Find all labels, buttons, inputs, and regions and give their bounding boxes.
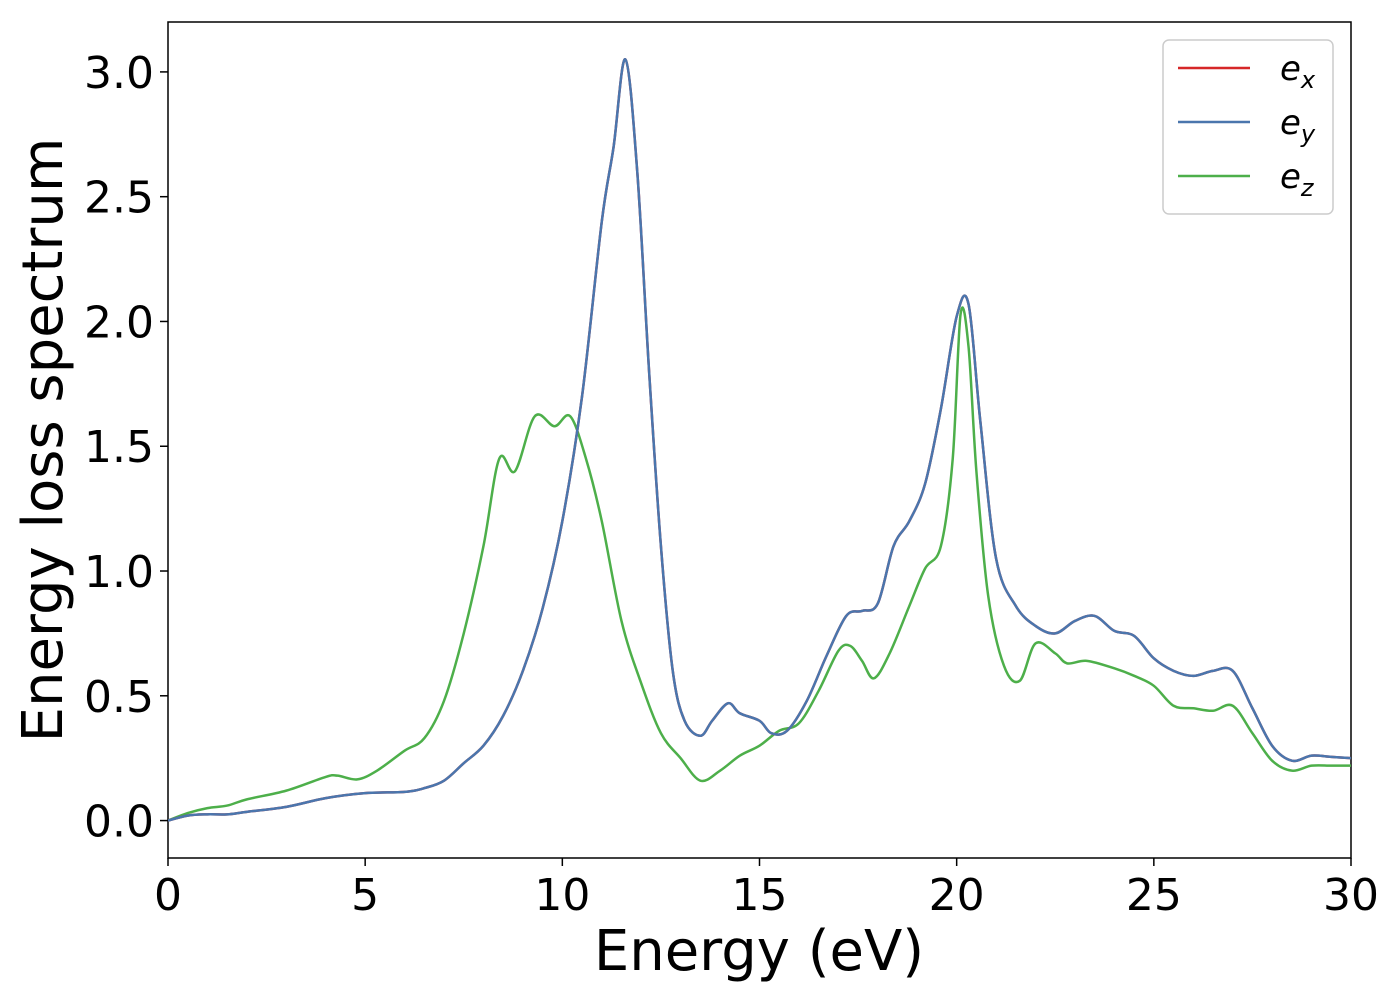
y-axis: 0.0 0.5 1.0 1.5 2.0 2.5 3.0 [84,48,168,848]
series-layer [168,58,1351,822]
y-tick-label: 0.0 [84,797,154,848]
x-axis-label: Energy (eV) [594,919,924,984]
series-line-ey [168,58,1351,822]
x-axis: 0 5 10 15 20 25 30 [154,858,1379,921]
x-tick-label: 15 [732,870,788,921]
y-tick-label: 2.0 [84,297,154,348]
y-tick-label: 2.5 [84,173,154,224]
plot-area [167,21,1352,859]
x-tick-label: 5 [351,870,379,921]
y-tick-label: 1.0 [84,547,154,598]
legend-box [1162,39,1334,215]
y-axis-label: Energy loss spectrum [11,138,76,743]
y-tick-label: 1.5 [84,422,154,473]
x-tick-label: 20 [929,870,985,921]
x-tick-label: 25 [1126,870,1182,921]
x-tick-label: 30 [1323,870,1379,921]
series-line-ez [168,306,1351,822]
y-tick-label: 3.0 [84,48,154,99]
x-tick-label: 0 [154,870,182,921]
y-tick-label: 0.5 [84,672,154,723]
x-tick-label: 10 [534,870,590,921]
